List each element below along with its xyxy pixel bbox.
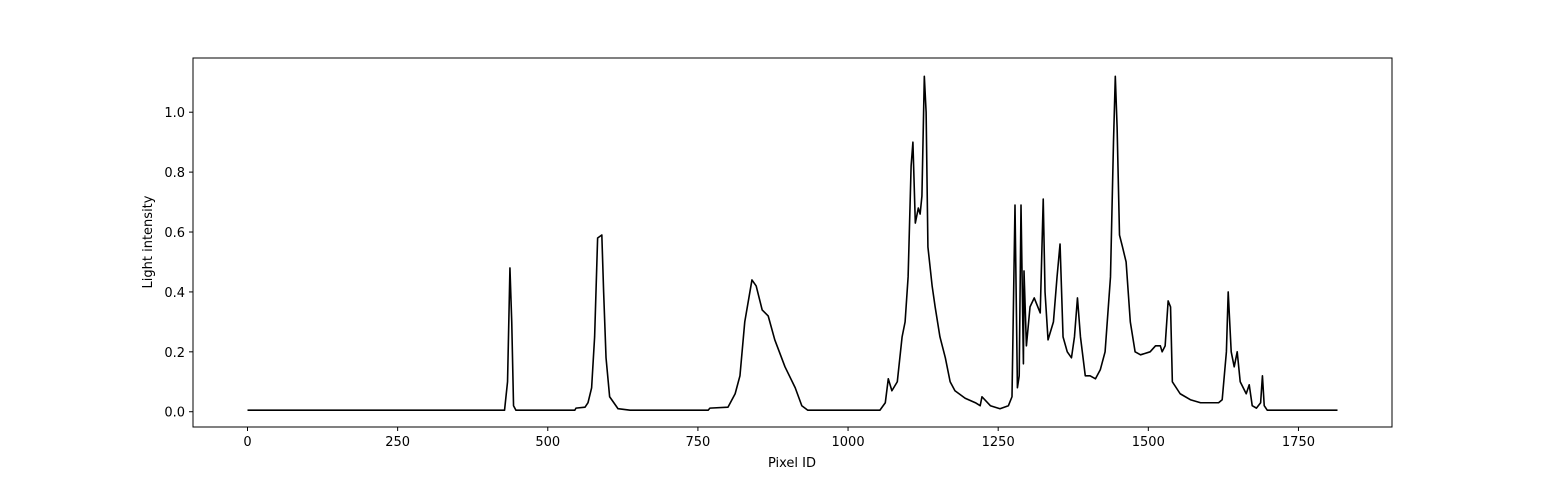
x-tick-label: 250 (385, 435, 410, 450)
line (247, 75, 1338, 412)
x-tick-label: 500 (535, 435, 560, 450)
y-axis-label: Light intensity (141, 195, 156, 288)
x-tick-label: 1500 (1132, 435, 1165, 450)
x-axis-label: Pixel ID (768, 456, 816, 471)
y-tick-label: 0.0 (164, 406, 185, 421)
y-tick-label: 0.6 (164, 226, 185, 241)
y-tick-label: 1.0 (164, 106, 185, 121)
y-tick-label: 0.4 (164, 286, 185, 301)
x-tick-label: 1750 (1282, 435, 1315, 450)
x-tick-label: 0 (243, 435, 251, 450)
plot-frame (192, 57, 1393, 428)
x-tick-label: 1000 (832, 435, 865, 450)
x-tick-label: 750 (685, 435, 710, 450)
y-tick-label: 0.2 (164, 346, 185, 361)
y-tick-label: 0.8 (164, 166, 185, 181)
x-tick-label: 1250 (982, 435, 1015, 450)
